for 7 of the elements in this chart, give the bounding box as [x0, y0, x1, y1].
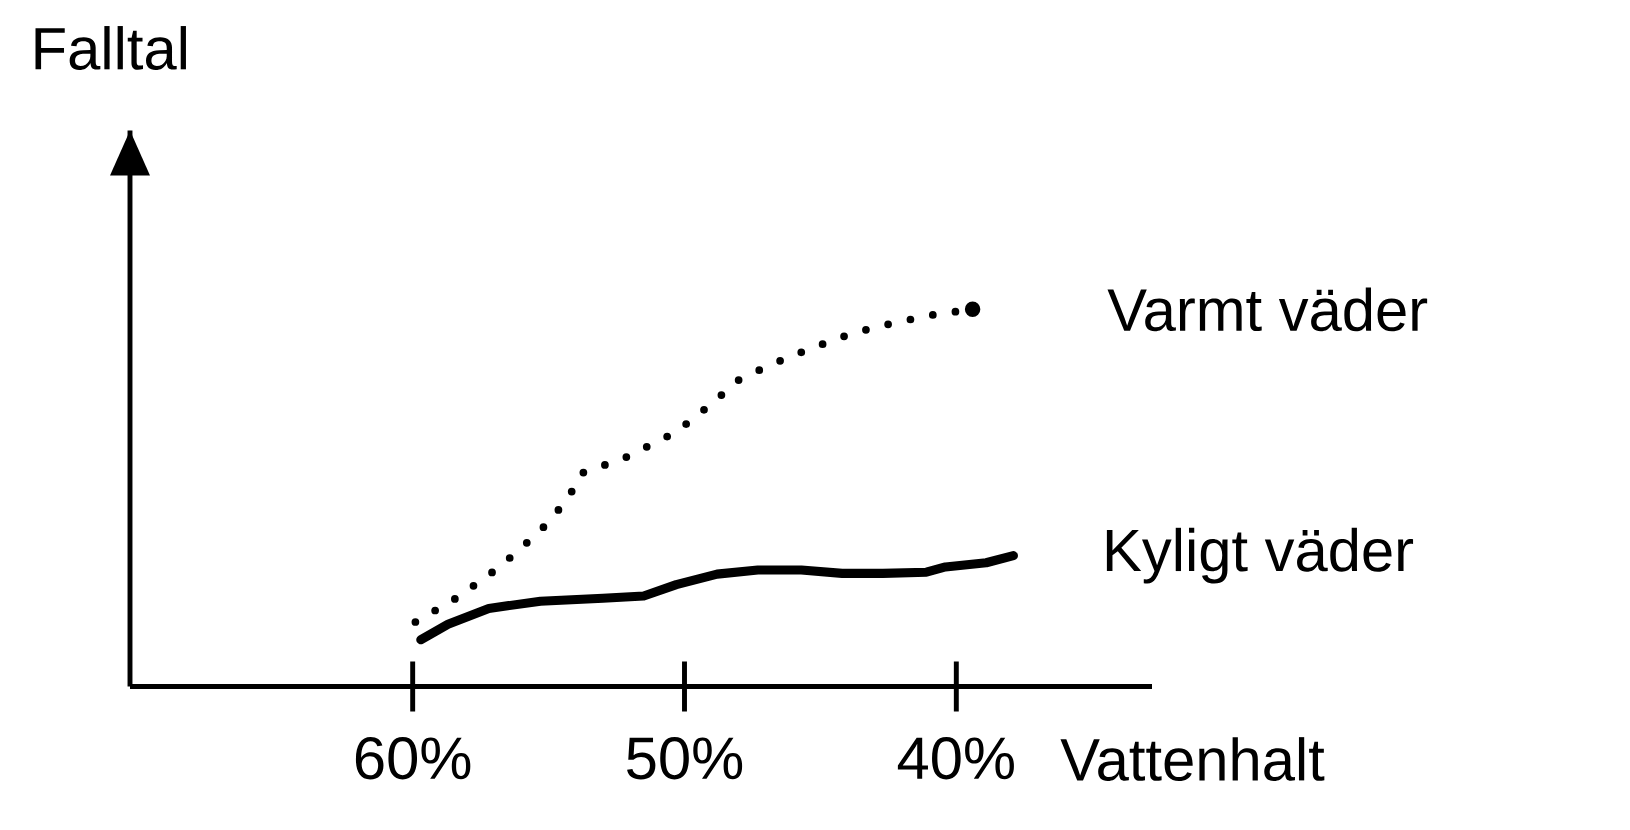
x-tick-label: 60% [355, 737, 471, 780]
y-axis-title: Falltal [35, 26, 186, 70]
x-axis-title: Vattenhalt [1060, 737, 1325, 782]
x-tick-label: 40% [897, 737, 1014, 780]
x-tick-label: 50% [627, 737, 743, 780]
series-label: Kyligt väder [1106, 527, 1414, 584]
text: Varmt väder [1107, 287, 1428, 332]
